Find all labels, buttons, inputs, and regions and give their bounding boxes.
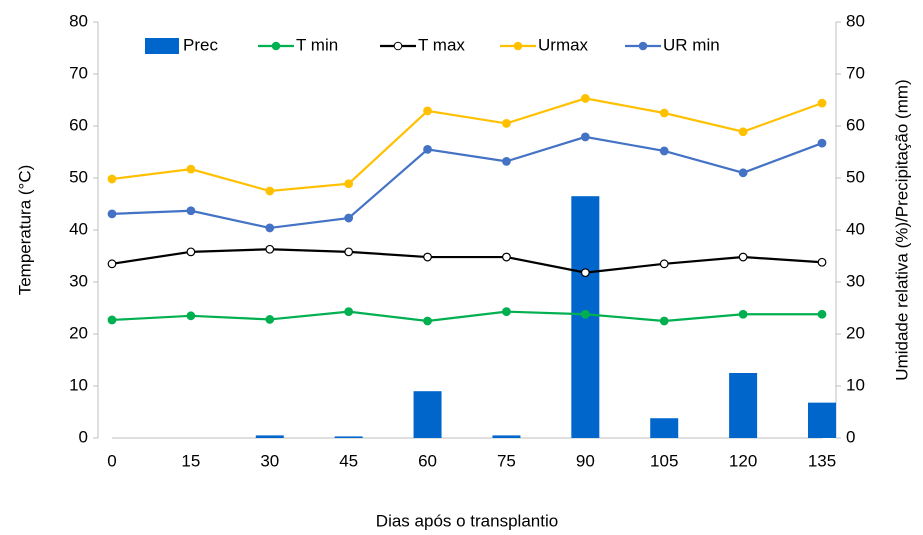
point [344, 307, 354, 317]
point [580, 132, 590, 142]
y-tick-label: 0 [79, 427, 88, 446]
point [265, 223, 275, 233]
legend-marker [393, 41, 403, 51]
y-tick-label: 70 [69, 63, 88, 82]
point [580, 94, 590, 103]
x-tick-label: 0 [107, 451, 116, 470]
y-axis-label: Temperatura (°C) [15, 165, 34, 296]
legend-label: T max [418, 35, 465, 54]
point [423, 144, 432, 154]
point [344, 213, 354, 223]
y2-tick-label: 10 [846, 375, 865, 394]
point [107, 209, 117, 219]
point [659, 146, 669, 156]
legend-label: Urmax [538, 35, 589, 54]
point [186, 311, 196, 321]
y2-tick-label: 80 [846, 11, 865, 30]
point [502, 118, 511, 128]
point [107, 259, 117, 269]
point [265, 315, 275, 324]
y-tick-label: 20 [69, 323, 88, 342]
legend-label: UR min [663, 35, 720, 54]
point [580, 268, 590, 278]
point [502, 252, 511, 262]
line [111, 248, 823, 274]
legend-label: T min [296, 35, 338, 54]
legend-marker [271, 41, 281, 51]
legend-marker [638, 41, 648, 51]
point [423, 106, 432, 116]
x-tick-label: 15 [181, 451, 200, 470]
y-tick-label: 60 [69, 115, 88, 134]
y-tick-label: 10 [69, 375, 88, 394]
point [738, 252, 748, 262]
bar [334, 436, 363, 438]
legend-marker [513, 41, 523, 51]
line [111, 310, 822, 323]
point [107, 174, 117, 184]
x-axis-label: Dias após o transplantio [376, 511, 558, 530]
legend-swatch [145, 38, 179, 54]
point [817, 257, 827, 267]
y2-tick-label: 60 [846, 115, 865, 134]
line [111, 97, 823, 193]
point [423, 316, 432, 326]
point [186, 247, 196, 257]
point [265, 244, 275, 254]
y2-axis-label: Umidade relativa (%)/Precipitação (mm) [892, 79, 911, 380]
point [344, 179, 354, 189]
point [817, 309, 827, 319]
y2-tick-label: 70 [846, 63, 865, 82]
point [580, 309, 590, 319]
y-tick-label: 30 [69, 271, 88, 290]
point [659, 259, 669, 269]
point [423, 252, 432, 262]
y-tick-label: 80 [69, 11, 88, 30]
x-tick-label: 90 [576, 451, 595, 470]
y2-tick-label: 0 [846, 427, 855, 446]
point [738, 127, 748, 137]
x-tick-label: 120 [729, 451, 757, 470]
y2-tick-label: 50 [846, 167, 865, 186]
point [265, 186, 275, 196]
bar [413, 391, 442, 438]
bar [729, 373, 758, 438]
point [659, 316, 669, 326]
x-tick-label: 30 [260, 451, 279, 470]
point [502, 156, 511, 166]
point [344, 247, 354, 257]
x-tick-label: 105 [650, 451, 678, 470]
point [738, 168, 748, 178]
point [186, 164, 196, 174]
bar [255, 435, 284, 438]
bar [492, 435, 521, 438]
y-tick-label: 40 [69, 219, 88, 238]
point [107, 315, 117, 325]
x-tick-label: 45 [339, 451, 358, 470]
x-tick-label: 60 [418, 451, 437, 470]
bar [808, 402, 836, 438]
y-tick-label: 50 [69, 167, 88, 186]
y2-tick-label: 30 [846, 271, 865, 290]
x-tick-label: 75 [497, 451, 516, 470]
point [817, 138, 827, 148]
point [738, 309, 748, 319]
y2-tick-label: 20 [846, 323, 865, 342]
point [659, 108, 669, 118]
point [186, 206, 196, 216]
y2-tick-label: 40 [846, 219, 865, 238]
legend-label: Prec [183, 35, 218, 54]
point [817, 98, 827, 108]
x-tick-label: 135 [808, 451, 836, 470]
point [502, 307, 511, 317]
bar [650, 418, 679, 438]
line [111, 135, 823, 230]
